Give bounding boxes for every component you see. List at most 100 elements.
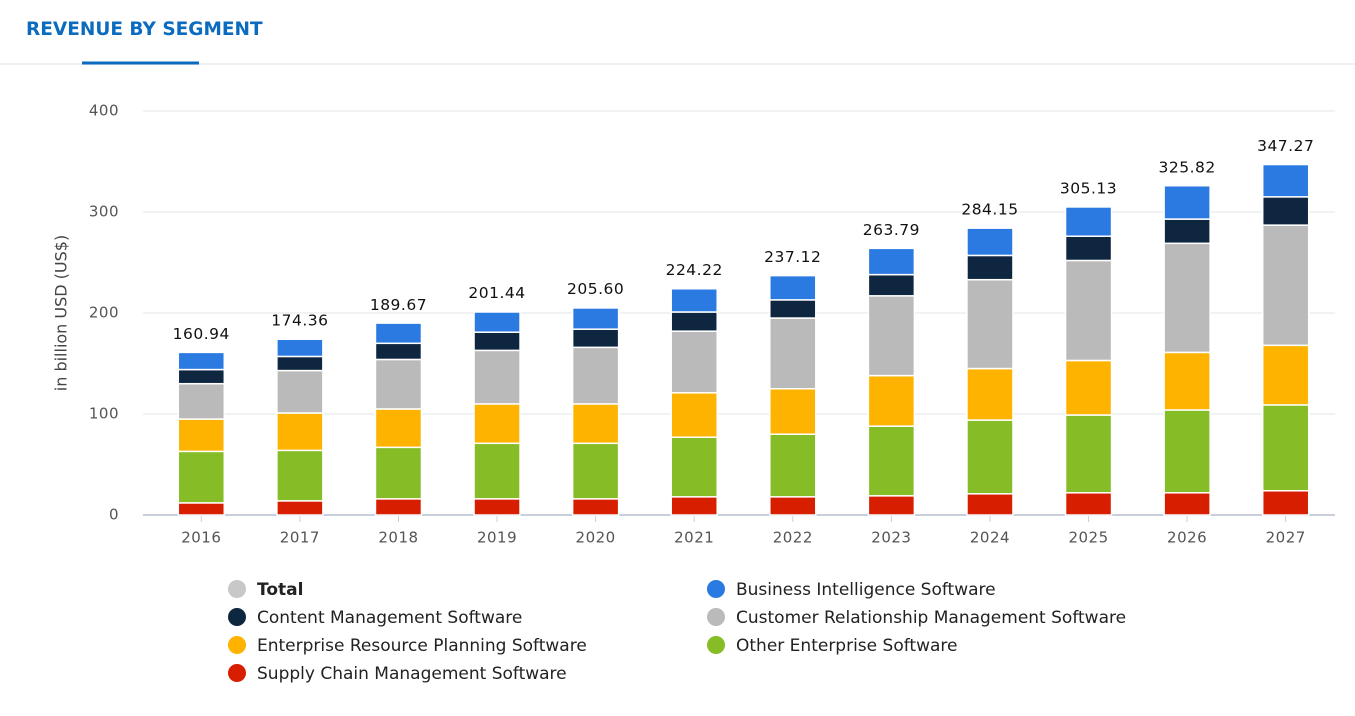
bar-segment <box>670 311 718 332</box>
total-label: 205.60 <box>567 280 624 298</box>
total-label: 174.36 <box>271 311 328 329</box>
bar-segment <box>1261 490 1310 516</box>
y-tick-label: 100 <box>89 405 119 423</box>
total-label: 201.44 <box>468 284 525 302</box>
bar-segment <box>1163 218 1211 245</box>
bar-segment <box>1163 351 1211 411</box>
bar-segment <box>1163 409 1211 494</box>
legend-marker <box>228 636 246 654</box>
x-tick-label: 2024 <box>970 529 1010 547</box>
bar-segment <box>670 392 718 438</box>
bar-segment <box>473 331 521 352</box>
legend-marker <box>228 608 246 626</box>
bar-segment <box>374 342 423 361</box>
legend-marker <box>707 580 725 598</box>
bar-segment <box>571 498 620 516</box>
bar-segment <box>1261 224 1310 347</box>
legend-label: Enterprise Resource Planning Software <box>257 636 587 656</box>
bar-segment <box>276 500 324 516</box>
bar-segment <box>571 442 620 500</box>
bar-segment <box>177 368 226 385</box>
bar-segment <box>276 412 324 452</box>
bar-segment <box>966 367 1014 421</box>
bar-segment <box>177 450 226 504</box>
bar-segment <box>571 403 620 445</box>
bar-segment <box>1163 242 1211 354</box>
y-axis-label: in billion USD (US$) <box>52 235 71 391</box>
bar-segment <box>1261 163 1310 198</box>
bar-segment <box>1261 196 1310 226</box>
total-label: 224.22 <box>666 261 723 279</box>
bar-segment <box>374 358 423 410</box>
bar-segment <box>177 382 226 420</box>
bar-segment <box>1064 259 1113 362</box>
y-tick-label: 200 <box>89 304 119 322</box>
bar-segment <box>867 273 916 297</box>
bar-segment <box>374 446 423 500</box>
header-title: REVENUE BY SEGMENT <box>26 19 263 40</box>
legend-label: Business Intelligence Software <box>736 580 996 600</box>
legend-marker <box>228 664 246 682</box>
legend-label: Customer Relationship Management Softwar… <box>736 608 1126 628</box>
x-tick-label: 2021 <box>674 529 714 547</box>
bar-segment <box>374 408 423 449</box>
bar-segment <box>1064 492 1113 516</box>
x-tick-label: 2016 <box>181 529 221 547</box>
bar-segment <box>769 496 817 516</box>
x-tick-label: 2017 <box>280 529 320 547</box>
x-tick-label: 2025 <box>1068 529 1108 547</box>
total-label: 189.67 <box>370 296 427 314</box>
bar-segment <box>769 388 817 435</box>
bar-segment <box>867 495 916 516</box>
legend-label: Other Enterprise Software <box>736 636 957 656</box>
bar-segment <box>276 355 324 372</box>
x-tick-label: 2018 <box>378 529 418 547</box>
bar-segment <box>473 403 521 445</box>
bar-segment <box>1261 404 1310 492</box>
bar-segment <box>966 227 1014 257</box>
bar-segment <box>966 493 1014 516</box>
x-tick-label: 2027 <box>1266 529 1306 547</box>
x-tick-label: 2022 <box>773 529 813 547</box>
legend-marker <box>228 580 246 598</box>
bar-segment <box>177 351 226 371</box>
bar-segment <box>867 425 916 497</box>
bar-segment <box>769 299 817 319</box>
bar-segment <box>867 247 916 276</box>
bar-segment <box>966 419 1014 495</box>
bar-segment <box>769 433 817 498</box>
total-label: 284.15 <box>961 201 1018 219</box>
total-label: 160.94 <box>173 325 230 343</box>
bar-segment <box>473 442 521 500</box>
total-label: 237.12 <box>764 248 821 266</box>
bar-segment <box>1261 344 1310 406</box>
bar-segment <box>473 311 521 333</box>
bar-segment <box>1064 414 1113 494</box>
bar-segment <box>276 338 324 358</box>
y-tick-label: 300 <box>89 203 119 221</box>
bar-segment <box>670 436 718 498</box>
bar-segment <box>177 418 226 453</box>
bar-segment <box>374 322 423 345</box>
y-tick-label: 400 <box>89 102 119 120</box>
bar-segment <box>276 449 324 502</box>
bar-segment <box>1163 492 1211 516</box>
x-tick-label: 2023 <box>871 529 911 547</box>
bar-segment <box>473 349 521 405</box>
legend-marker <box>707 608 725 626</box>
x-tick-label: 2020 <box>576 529 616 547</box>
bar-segment <box>769 274 817 301</box>
bar-segment <box>276 369 324 414</box>
legend-label: Total <box>257 580 303 600</box>
bar-segment <box>1163 184 1211 220</box>
legend-label: Supply Chain Management Software <box>257 664 567 684</box>
x-tick-label: 2026 <box>1167 529 1207 547</box>
bar-segment <box>571 307 620 330</box>
total-label: 305.13 <box>1060 179 1117 197</box>
bar-segment <box>1064 206 1113 237</box>
bar-segment <box>769 317 817 390</box>
bar-segment <box>1064 235 1113 262</box>
bar-segment <box>571 328 620 349</box>
total-label: 263.79 <box>863 221 920 239</box>
